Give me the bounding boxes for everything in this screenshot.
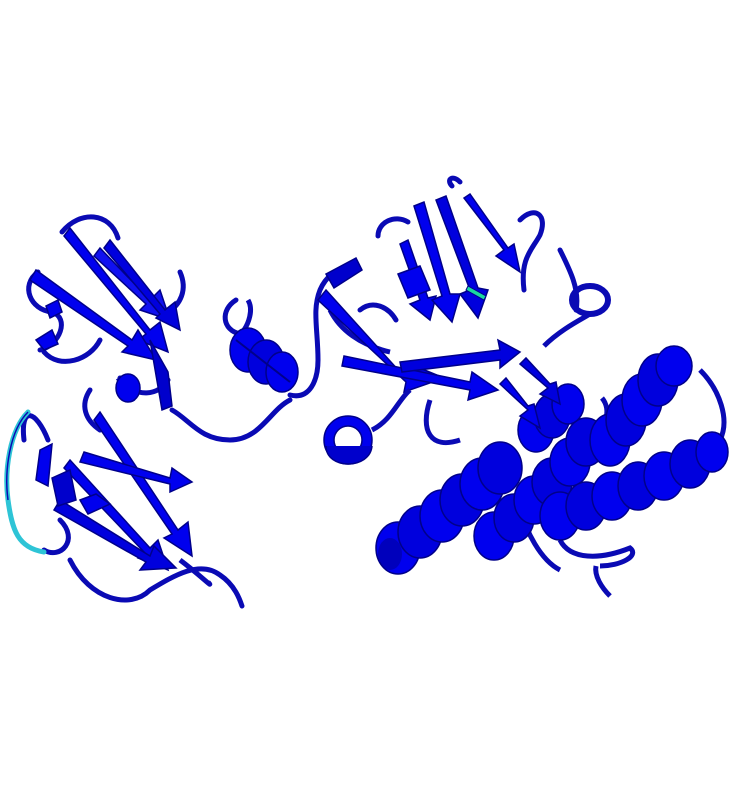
coil — [557, 538, 635, 569]
beta-strand — [35, 442, 53, 488]
right-helical-domain — [375, 345, 729, 598]
coil — [370, 388, 412, 433]
beta-strand — [51, 468, 77, 507]
beta-strand — [78, 451, 194, 494]
beta-strand — [149, 339, 173, 412]
coil — [357, 302, 399, 323]
beta-strand — [462, 192, 522, 274]
beta-strand — [324, 256, 363, 290]
coil — [67, 557, 245, 609]
right-upper-beta-domain — [316, 175, 611, 402]
coil — [542, 311, 592, 348]
beta-strand — [518, 356, 562, 406]
coil — [557, 247, 580, 313]
coil — [447, 175, 463, 189]
coil — [169, 397, 293, 443]
alpha-helix-small — [229, 327, 299, 393]
left-upper-beta-domain — [26, 214, 186, 412]
beta-strand — [341, 355, 500, 402]
beta-strand — [52, 498, 178, 571]
beta-strand — [93, 410, 193, 558]
coil — [41, 517, 71, 556]
beta-strand — [397, 265, 431, 299]
beta-strand — [399, 338, 522, 373]
coil — [375, 216, 411, 239]
coil — [241, 298, 253, 332]
coil — [41, 337, 103, 364]
beta-strand — [34, 328, 59, 351]
coil — [327, 308, 391, 355]
beta-strand — [103, 238, 182, 332]
alpha-helix-c — [589, 345, 693, 467]
left-lower-beta-domain — [4, 387, 245, 609]
coil — [517, 210, 545, 293]
coil — [222, 297, 243, 337]
beta-strand — [45, 298, 63, 320]
alpha-helix-a — [375, 441, 523, 575]
highlighted-strand — [465, 285, 487, 301]
coil — [59, 214, 121, 241]
beta-strand — [28, 268, 158, 362]
loop-knot — [115, 373, 141, 403]
coil — [178, 558, 213, 587]
beta-strand — [498, 376, 542, 430]
coil — [593, 565, 612, 598]
beta-strand — [78, 493, 112, 515]
coil — [82, 387, 103, 433]
alpha-helix-d — [539, 431, 729, 541]
coil — [20, 413, 51, 443]
highlighted-loop-edge — [6, 411, 29, 501]
beta-strand — [413, 200, 461, 324]
coil — [423, 399, 461, 446]
coil — [698, 368, 727, 442]
helix-turn-center — [323, 388, 412, 465]
linker-region — [169, 263, 351, 443]
